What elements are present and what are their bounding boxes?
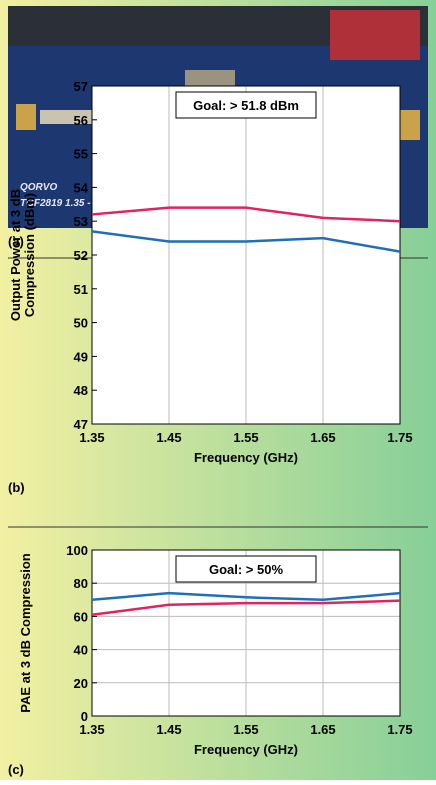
y-tick-label: 48 <box>74 383 88 398</box>
x-tick-label: 1.55 <box>233 722 258 737</box>
x-tick-label: 1.75 <box>387 430 412 445</box>
figure: QORVO TGF2819 1.35 - 1.85 GHz - RO4350B … <box>0 0 436 780</box>
y-tick-label: 54 <box>74 180 89 195</box>
annotation: Goal: > 50% <box>209 562 283 577</box>
x-axis-label: Frequency (GHz) <box>194 450 298 465</box>
x-axis-label: Frequency (GHz) <box>194 742 298 757</box>
y-tick-label: 20 <box>74 676 88 691</box>
y-tick-label: 51 <box>74 282 88 297</box>
y-axis-label: PAE at 3 dB Compression <box>18 553 33 712</box>
y-tick-label: 56 <box>74 113 88 128</box>
y-tick-label: 80 <box>74 576 88 591</box>
y-tick-label: 60 <box>74 609 88 624</box>
y-tick-label: 49 <box>74 349 88 364</box>
annotation: Goal: > 51.8 dBm <box>193 98 299 113</box>
x-tick-label: 1.35 <box>79 430 104 445</box>
y-tick-label: 52 <box>74 248 88 263</box>
x-tick-label: 1.45 <box>156 722 181 737</box>
y-tick-label: 57 <box>74 79 88 94</box>
y-axis-label: Compression (dBm) <box>22 193 37 317</box>
y-tick-label: 53 <box>74 214 88 229</box>
panel-label: (c) <box>8 762 24 777</box>
x-tick-label: 1.65 <box>310 430 335 445</box>
x-tick-label: 1.75 <box>387 722 412 737</box>
photo-text: QORVO <box>20 182 57 193</box>
x-tick-label: 1.65 <box>310 722 335 737</box>
x-tick-label: 1.35 <box>79 722 104 737</box>
y-tick-label: 40 <box>74 643 88 658</box>
x-tick-label: 1.55 <box>233 430 258 445</box>
y-axis-label: Output Power at 3 dB <box>8 189 23 321</box>
y-tick-label: 55 <box>74 147 88 162</box>
y-tick-label: 100 <box>66 543 88 558</box>
x-tick-label: 1.45 <box>156 430 181 445</box>
panel-label: (b) <box>8 480 25 495</box>
y-tick-label: 50 <box>74 316 88 331</box>
